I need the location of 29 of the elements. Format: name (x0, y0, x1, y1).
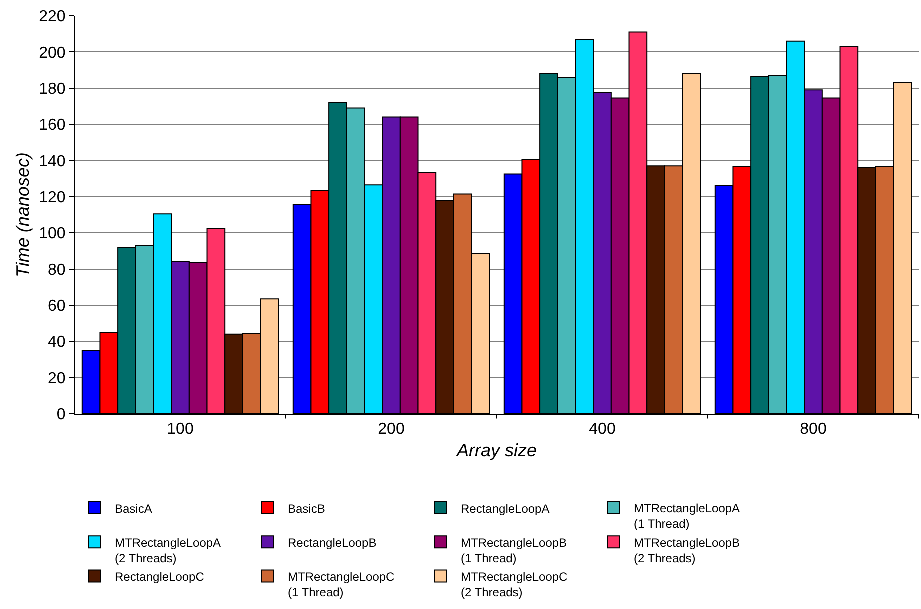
y-tick-label: 220 (39, 8, 66, 26)
legend-label: MTRectangleLoopB (2 Threads) (634, 536, 740, 566)
legend-label: RectangleLoopC (115, 570, 205, 584)
x-tick-label: 200 (378, 421, 405, 438)
y-tick-label: 100 (39, 226, 66, 243)
legend-label: MTRectangleLoopA (2 Threads) (115, 536, 222, 566)
y-axis-title: Time (nanosec) (13, 152, 33, 278)
legend-label: MTRectangleLoopB (1 Thread) (461, 536, 568, 566)
legend-label: MTRectangleLoopA (1 Thread) (634, 502, 740, 532)
y-tick-label: 200 (39, 44, 66, 62)
y-tick-label: 120 (39, 190, 66, 207)
legend-label: RectangleLoopA (461, 502, 550, 516)
y-tick-label: 140 (39, 153, 66, 170)
y-tick-label: 60 (48, 298, 66, 316)
y-tick-label: 180 (39, 80, 66, 98)
x-tick-label: 800 (800, 421, 827, 438)
y-tick-label: 0 (56, 406, 66, 424)
x-axis-title: Array size (456, 440, 538, 460)
legend-label: RectangleLoopB (288, 536, 377, 550)
y-tick-label: 160 (39, 117, 66, 134)
legend-label: BasicB (288, 502, 326, 516)
y-tick-label: 40 (48, 334, 66, 352)
y-tick-label: 80 (48, 262, 66, 279)
legend-label: MTRectangleLoopC (1 Thread) (288, 570, 396, 600)
legend-label: MTRectangleLoopC (2 Threads) (461, 570, 568, 600)
y-tick-label: 20 (48, 370, 66, 388)
x-tick-label: 100 (167, 421, 194, 438)
x-tick-label: 400 (589, 421, 616, 438)
legend-label: BasicA (115, 502, 152, 516)
